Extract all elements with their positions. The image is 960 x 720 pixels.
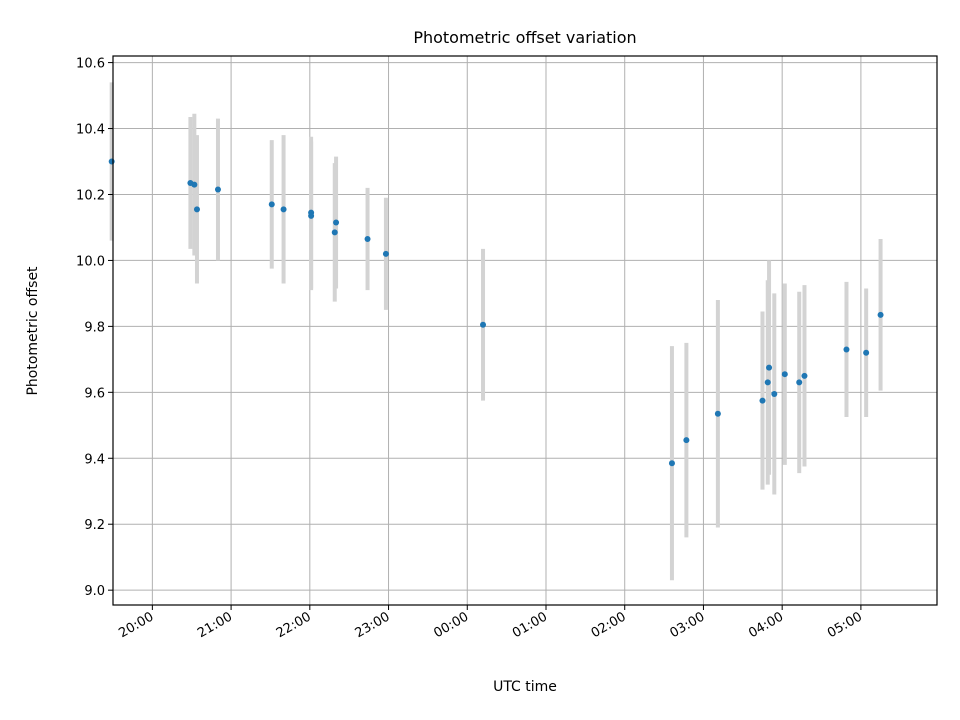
errorbar-layer	[109, 82, 883, 581]
y-tick-label: 9.4	[84, 452, 105, 467]
data-point	[796, 379, 803, 386]
data-point	[308, 212, 315, 219]
x-tick-label: 23:00	[353, 609, 393, 641]
grid-layer	[113, 56, 937, 605]
data-point	[781, 371, 788, 378]
data-point	[766, 364, 773, 371]
x-tick-label: 21:00	[195, 609, 235, 641]
y-axis-ticks: 9.0 9.2 9.4 9.6 9.8 10.0 10.2 10.4 10.6	[76, 57, 113, 599]
data-point	[801, 372, 808, 379]
y-tick-label: 9.2	[84, 518, 105, 533]
y-tick-label: 10.2	[76, 188, 105, 203]
data-point	[268, 201, 275, 208]
data-point	[193, 206, 200, 213]
data-point	[771, 390, 778, 397]
data-point	[331, 229, 338, 236]
data-point	[214, 186, 221, 193]
y-tick-label: 9.6	[84, 386, 105, 401]
data-point	[280, 206, 287, 213]
x-tick-label: 04:00	[746, 609, 786, 641]
plot-area-frame	[112, 55, 938, 606]
data-point	[108, 158, 115, 165]
data-point	[333, 219, 340, 226]
x-tick-label: 00:00	[431, 609, 471, 641]
x-axis-label: UTC time	[493, 679, 557, 695]
data-point	[714, 410, 721, 417]
data-point	[364, 236, 371, 242]
y-tick-label: 9.0	[84, 584, 105, 599]
data-point	[480, 321, 487, 328]
y-tick-label: 10.4	[76, 123, 105, 138]
x-tick-label: 20:00	[116, 609, 156, 641]
data-point	[683, 437, 690, 444]
x-tick-label: 22:00	[274, 609, 314, 641]
x-axis-ticks: 20:00 21:00 22:00 23:00 00:00 01:00 02:00 03:00…	[116, 605, 865, 641]
x-tick-label: 03:00	[667, 609, 707, 641]
x-tick-label: 02:00	[589, 609, 629, 641]
chart-title: Photometric offset variation	[413, 28, 636, 47]
data-point	[764, 379, 771, 386]
data-point	[863, 349, 870, 356]
y-tick-label: 10.6	[76, 57, 105, 72]
data-point	[843, 346, 850, 353]
data-point	[382, 250, 389, 257]
y-tick-label: 10.0	[76, 254, 105, 269]
data-point	[191, 181, 198, 188]
y-axis-label: Photometric offset	[25, 266, 41, 396]
y-tick-label: 9.8	[84, 320, 105, 335]
data-point	[759, 397, 766, 404]
data-point	[877, 311, 884, 318]
data-point	[668, 460, 675, 467]
x-tick-label: 05:00	[825, 609, 865, 641]
x-tick-label: 01:00	[510, 609, 550, 641]
